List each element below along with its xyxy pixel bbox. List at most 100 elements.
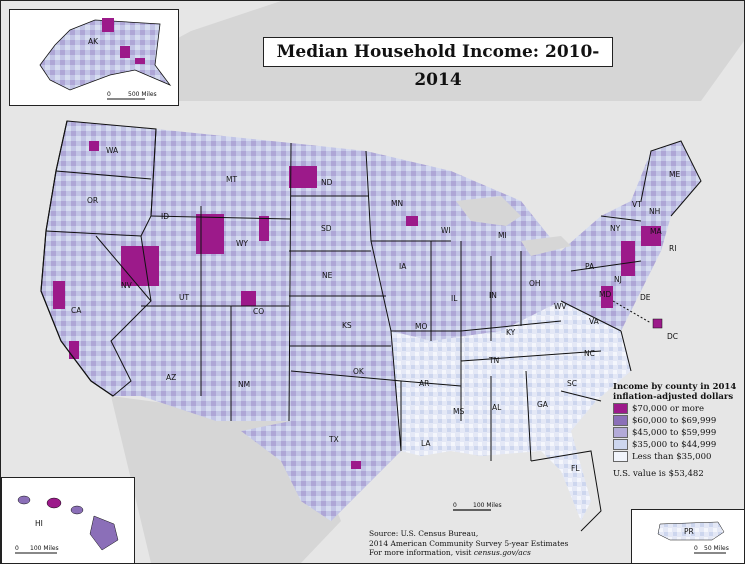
state-label-ky: KY [506, 328, 516, 337]
state-label-mt: MT [226, 175, 237, 184]
legend-item: $35,000 to $44,999 [613, 439, 743, 450]
state-label-ms: MS [453, 407, 464, 416]
coastline [40, 120, 114, 397]
state-label-ar: AR [419, 379, 429, 388]
state-label-nv: NV [121, 281, 133, 290]
dc-marker [652, 318, 663, 329]
legend-swatch [613, 403, 628, 414]
legend-label: $70,000 or more [632, 403, 705, 414]
state-label-ny: NY [610, 224, 621, 233]
svg-text:50 Miles: 50 Miles [704, 545, 729, 552]
source-line-2: 2014 American Community Survey 5-year Es… [369, 538, 569, 548]
state-label-mi: MI [498, 231, 507, 240]
source-line-3: For more information, visit census.gov/a… [369, 548, 609, 558]
state-label-mo: MO [415, 322, 427, 331]
svg-text:100 Miles: 100 Miles [473, 502, 502, 509]
svg-text:0: 0 [107, 91, 111, 98]
legend-swatch [613, 427, 628, 438]
state-label-dc: DC [667, 332, 678, 341]
state-label-ma: MA [650, 227, 662, 236]
legend-label: Less than $35,000 [632, 451, 712, 462]
legend-item: $60,000 to $69,999 [613, 415, 743, 426]
map-title: Median Household Income: 2010-2014 [263, 37, 613, 90]
source-note: Source: U.S. Census Bureau, 2014 America… [369, 529, 609, 558]
state-label-pa: PA [585, 262, 595, 271]
state-labels: WA OR CA ID NV MT WY UT AZ CO NM ND SD N… [71, 146, 680, 473]
state-label-ca: CA [71, 306, 82, 315]
region-midwest [366, 151, 561, 341]
svg-text:500 Miles: 500 Miles [128, 91, 157, 98]
state-label-ri: RI [669, 244, 676, 253]
state-label-md: MD [599, 290, 611, 299]
region-west [41, 121, 156, 396]
state-label-nh: NH [649, 207, 660, 216]
alaska-map: AK 0 500 Miles [39, 18, 172, 100]
state-label-in: IN [489, 291, 497, 300]
state-label-il: IL [451, 294, 458, 303]
state-label-mn: MN [391, 199, 403, 208]
legend-swatch [613, 415, 628, 426]
us-value-note: U.S. value is $53,482 [613, 469, 704, 479]
state-label-va: VA [589, 317, 600, 326]
state-label-ia: IA [399, 262, 407, 271]
legend-item: Less than $35,000 [613, 451, 743, 462]
legend: Income by county in 2014 inflation-adjus… [613, 382, 743, 479]
svg-text:0: 0 [15, 545, 19, 552]
state-label-nm: NM [238, 380, 250, 389]
state-label-me: ME [669, 170, 680, 179]
state-label-wy: WY [236, 239, 248, 248]
state-label-tx: TX [328, 435, 339, 444]
dc-leader-line [612, 300, 652, 324]
legend-swatch [613, 439, 628, 450]
state-label-co: CO [253, 307, 264, 316]
state-label-ks: KS [342, 321, 352, 330]
legend-label: $45,000 to $59,999 [632, 427, 717, 438]
alaska-label: AK [88, 37, 99, 46]
svg-text:100 Miles: 100 Miles [30, 545, 59, 552]
state-label-al: AL [492, 403, 502, 412]
state-label-ga: GA [537, 400, 549, 409]
state-label-id: ID [161, 212, 169, 221]
state-label-nj: NJ [614, 275, 622, 284]
legend-swatch [613, 451, 628, 462]
state-label-or: OR [87, 196, 98, 205]
source-link[interactable]: census.gov/acs [473, 548, 531, 557]
state-label-la: LA [421, 439, 431, 448]
state-label-fl: FL [571, 464, 580, 473]
state-label-ne: NE [322, 271, 333, 280]
state-label-nd: ND [321, 178, 333, 187]
state-label-ut: UT [179, 293, 189, 302]
puerto-rico-label: PR [684, 527, 694, 536]
state-label-ok: OK [353, 367, 365, 376]
svg-text:0: 0 [694, 545, 698, 552]
legend-item: $45,000 to $59,999 [613, 427, 743, 438]
legend-title-line1: Income by county in 2014 [613, 382, 737, 392]
hawaii-inset: HI 0 100 Miles [1, 477, 135, 563]
state-label-de: DE [640, 293, 651, 302]
legend-label: $60,000 to $69,999 [632, 415, 717, 426]
state-label-sd: SD [321, 224, 332, 233]
legend-item: $70,000 or more [613, 403, 743, 414]
puerto-rico-map: PR 0 50 Miles [657, 521, 729, 554]
source-line-3-prefix: For more information, visit [369, 548, 474, 557]
state-label-wi: WI [441, 226, 451, 235]
svg-text:0: 0 [453, 502, 457, 509]
scale-bar-conus: 0 100 Miles [453, 502, 502, 511]
hawaii-label: HI [35, 519, 43, 528]
legend-label: $35,000 to $44,999 [632, 439, 717, 450]
region-texas [241, 371, 401, 521]
state-label-wv: WV [554, 302, 567, 311]
great-lakes [456, 196, 571, 256]
hawaii-map: HI 0 100 Miles [15, 495, 119, 554]
state-label-wa: WA [106, 146, 119, 155]
state-label-vt: VT [632, 200, 642, 209]
alaska-inset: AK 0 500 Miles [9, 9, 179, 106]
state-label-oh: OH [529, 279, 541, 288]
state-label-sc: SC [567, 379, 577, 388]
region-south [391, 301, 631, 521]
legend-title-line2: inflation-adjusted dollars [613, 392, 734, 402]
state-label-az: AZ [166, 373, 176, 382]
puerto-rico-inset: PR 0 50 Miles [631, 509, 744, 563]
